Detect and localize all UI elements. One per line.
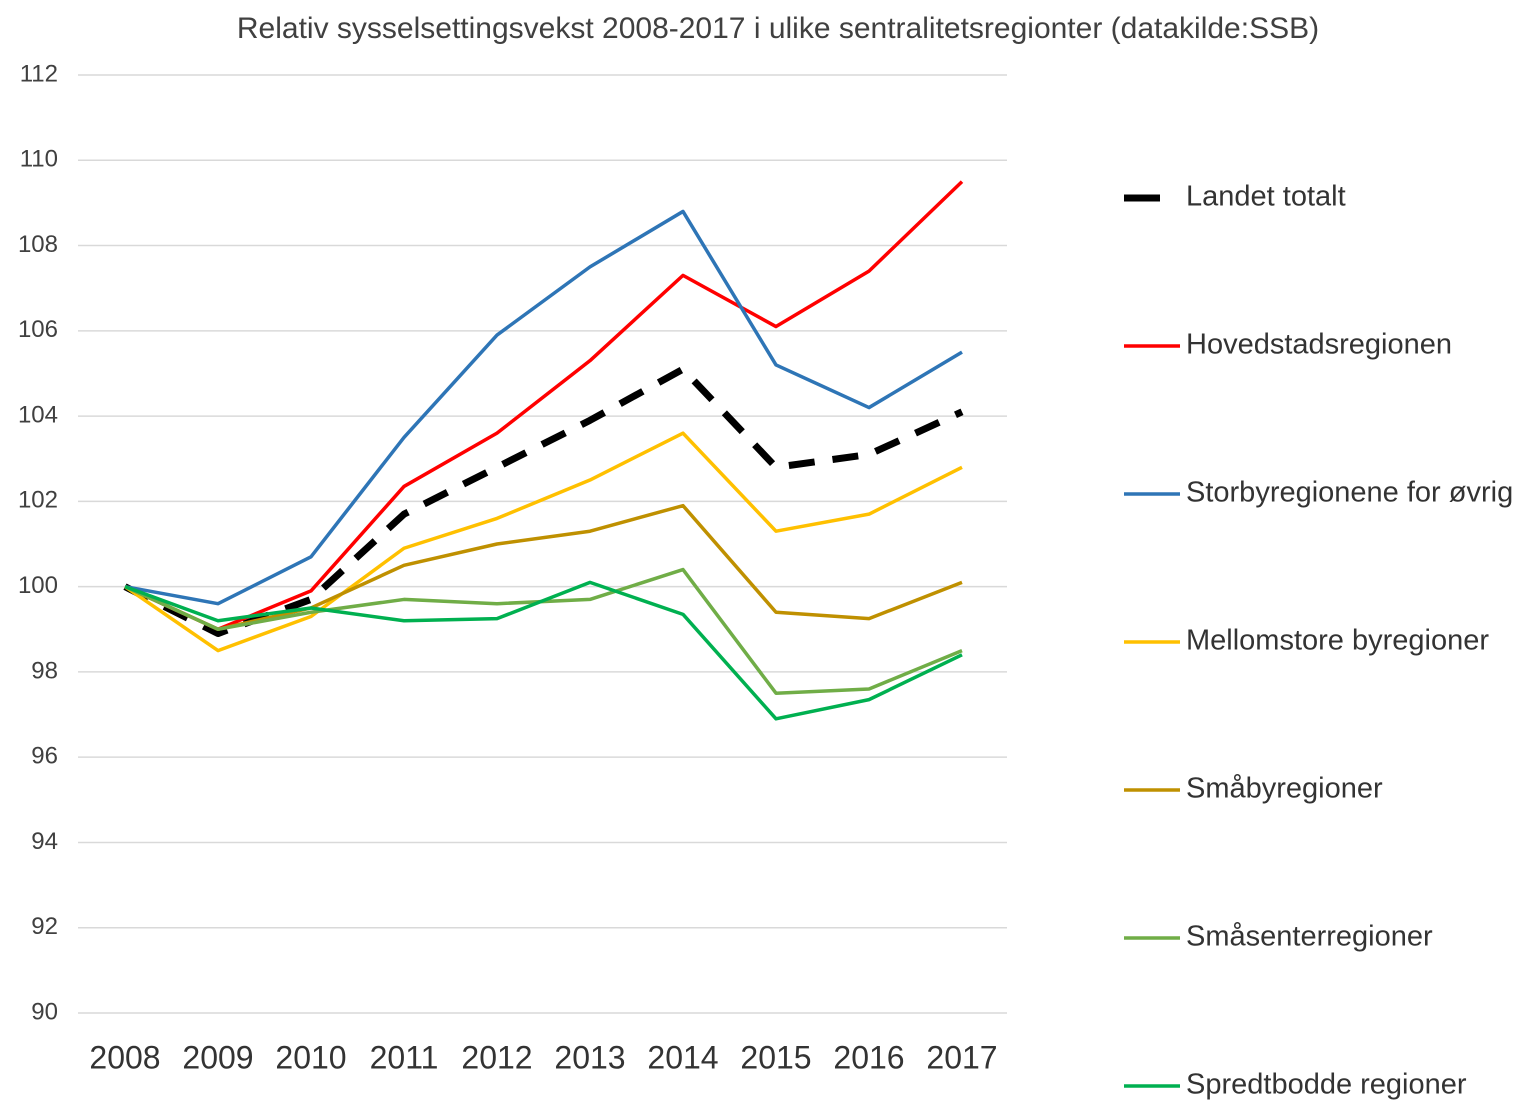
- y-tick-label: 96: [31, 743, 58, 770]
- x-tick-label: 2011: [370, 1039, 439, 1075]
- x-tick-label: 2013: [554, 1039, 625, 1075]
- y-tick-label: 106: [18, 316, 58, 343]
- chart-title: Relativ sysselsettingsvekst 2008-2017 i …: [237, 12, 1319, 45]
- series-line: [124, 431, 963, 653]
- legend-label: Småbyregioner: [1186, 773, 1383, 805]
- legend-label: Storbyregionene for øvrig: [1186, 477, 1513, 509]
- legend-label: Mellomstore byregioner: [1186, 625, 1489, 657]
- y-tick-label: 108: [18, 231, 58, 258]
- y-tick-label: 110: [20, 146, 58, 173]
- y-tick-label: 100: [18, 572, 58, 599]
- y-tick-label: 104: [18, 401, 58, 428]
- y-tick-label: 98: [31, 657, 58, 684]
- series-line: [124, 209, 963, 606]
- legend-label: Småsenterregioner: [1186, 921, 1433, 953]
- series-line: [124, 580, 963, 721]
- series-line: [124, 180, 964, 632]
- y-tick-label: 112: [20, 60, 58, 87]
- x-tick-label: 2014: [647, 1039, 718, 1075]
- legend-label: Spredtbodde regioner: [1186, 1069, 1467, 1101]
- y-tick-label: 94: [31, 828, 58, 855]
- x-tick-label: 2008: [89, 1039, 160, 1075]
- y-tick-label: 90: [31, 998, 58, 1025]
- series-line: [124, 503, 963, 632]
- legend-label: Hovedstadsregionen: [1186, 329, 1452, 361]
- x-tick-label: 2012: [461, 1039, 532, 1075]
- x-tick-label: 2009: [182, 1039, 253, 1075]
- legend-label: Landet totalt: [1186, 181, 1346, 213]
- y-tick-label: 102: [18, 487, 58, 514]
- x-tick-label: 2016: [833, 1039, 904, 1075]
- x-tick-label: 2010: [275, 1039, 346, 1075]
- series-line: [123, 365, 964, 638]
- x-tick-label: 2015: [740, 1039, 811, 1075]
- y-tick-label: 92: [31, 913, 58, 940]
- x-tick-label: 2017: [926, 1039, 997, 1075]
